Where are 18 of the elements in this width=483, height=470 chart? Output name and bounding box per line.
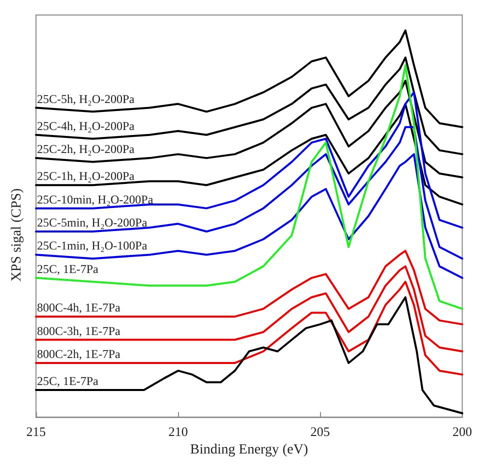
series-label: 25C, 1E-7Pa [37,374,100,388]
series-label: 25C-1min, H₂O-100Pa [37,238,148,253]
x-tick-label: 205 [310,424,330,440]
y-axis-title: XPS sigal (CPS) [10,188,24,282]
x-tick-label: 200 [452,424,472,440]
series-label: 25C-10min, H₂O-200Pa [37,192,154,206]
series-label: 800C-3h, 1E-7Pa [37,324,121,338]
x-tick-label: 210 [168,424,188,440]
series-label: 800C-4h, 1E-7Pa [37,300,121,315]
series-label: 25C-4h, H₂O-200Pa [37,118,136,133]
series-label: 25C-5h, H₂O-200Pa [37,92,136,106]
series-label: 25C-2h, H₂O-200Pa [37,142,136,156]
series-label: 25C-1h, H₂O-200Pa [37,169,136,184]
series-label: 800C-2h, 1E-7Pa [37,346,121,361]
x-tick-label: 215 [26,424,46,440]
series-label: 25C-5min, H₂O-200Pa [37,216,148,230]
x-axis-title: Binding Energy (eV) [190,442,308,458]
series-label: 25C, 1E-7Pa [37,262,100,276]
